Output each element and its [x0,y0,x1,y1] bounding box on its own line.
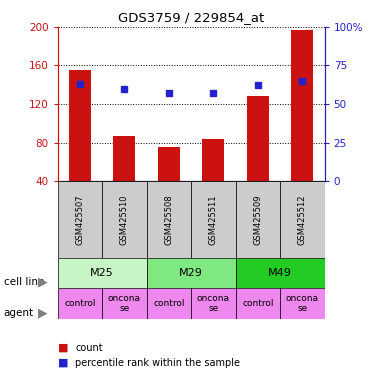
Text: GSM425511: GSM425511 [209,194,218,245]
Bar [113,136,135,181]
Text: M49: M49 [268,268,292,278]
Text: oncona
se: oncona se [197,294,230,313]
Bar [147,258,236,288]
Bar [58,258,147,288]
Text: control: control [242,299,273,308]
Text: control: control [153,299,184,308]
Text: cell line: cell line [4,277,44,287]
Text: GSM425509: GSM425509 [253,194,262,245]
Bar [158,147,180,181]
Bar [191,181,236,258]
Text: GSM425507: GSM425507 [75,194,84,245]
Title: GDS3759 / 229854_at: GDS3759 / 229854_at [118,11,264,24]
Text: control: control [64,299,95,308]
Text: oncona
se: oncona se [108,294,141,313]
Text: M29: M29 [179,268,203,278]
Text: oncona
se: oncona se [286,294,319,313]
Text: GSM425510: GSM425510 [120,194,129,245]
Bar [236,181,280,258]
Text: ▶: ▶ [38,276,47,289]
Bar [236,288,280,319]
Bar [280,288,325,319]
Bar [69,70,91,181]
Bar [291,30,313,181]
Bar [236,258,325,288]
Text: agent: agent [4,308,34,318]
Text: percentile rank within the sample: percentile rank within the sample [75,358,240,368]
Text: count: count [75,343,103,353]
Bar [102,288,147,319]
Bar [280,181,325,258]
Bar [147,181,191,258]
Bar [102,181,147,258]
Text: ■: ■ [58,343,68,353]
Text: GSM425512: GSM425512 [298,194,307,245]
Bar [58,181,102,258]
Bar [147,288,191,319]
Bar [247,96,269,181]
Text: M25: M25 [90,268,114,278]
Bar [191,288,236,319]
Text: GSM425508: GSM425508 [164,194,173,245]
Text: ■: ■ [58,358,68,368]
Text: ▶: ▶ [38,306,47,319]
Bar [58,288,102,319]
Bar [202,139,224,181]
